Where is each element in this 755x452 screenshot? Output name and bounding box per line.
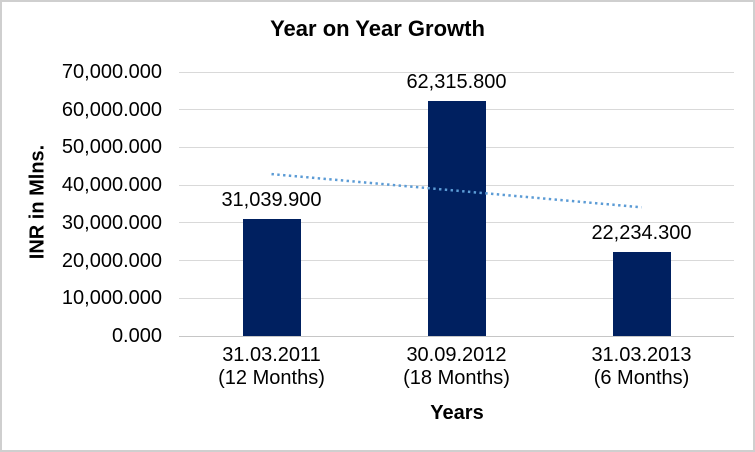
x-category-label: 31.03.2013 (6 Months) <box>550 344 734 390</box>
bar-value-label: 22,234.300 <box>591 222 692 245</box>
y-tick-label: 20,000.000 <box>61 249 162 272</box>
y-tick-label: 30,000.000 <box>61 211 162 234</box>
x-category-line2: (12 Months) <box>218 367 325 389</box>
x-category-line1: 31.03.2011 <box>222 344 321 366</box>
y-axis-title: INR in Mlns. <box>26 144 49 260</box>
y-tick-label: 10,000.000 <box>61 287 162 310</box>
x-category-line2: (18 Months) <box>403 367 510 389</box>
y-tick-label: 70,000.000 <box>61 61 162 83</box>
bar-value-label: 62,315.800 <box>406 70 507 93</box>
x-category-line1: 30.09.2012 <box>406 344 507 366</box>
x-axis-line <box>179 335 734 337</box>
x-category-line2: (6 Months) <box>593 367 690 389</box>
y-tick-label: 0.000 <box>111 325 162 347</box>
chart-title: Year on Year Growth <box>270 16 485 41</box>
y-tick-label: 60,000.000 <box>61 98 162 121</box>
bar <box>427 100 486 336</box>
y-tick-label: 50,000.000 <box>61 136 162 159</box>
gridline <box>179 71 734 73</box>
x-category-line1: 31.03.2013 <box>591 344 692 366</box>
x-category-label: 30.09.2012 (18 Months) <box>365 344 549 390</box>
bar <box>242 218 301 336</box>
x-axis-title: Years <box>430 402 484 424</box>
y-tick-label: 40,000.000 <box>61 174 162 197</box>
bar-value-label: 31,039.900 <box>221 188 322 211</box>
bar <box>612 252 671 336</box>
x-category-label: 31.03.2011 (12 Months) <box>180 344 364 390</box>
